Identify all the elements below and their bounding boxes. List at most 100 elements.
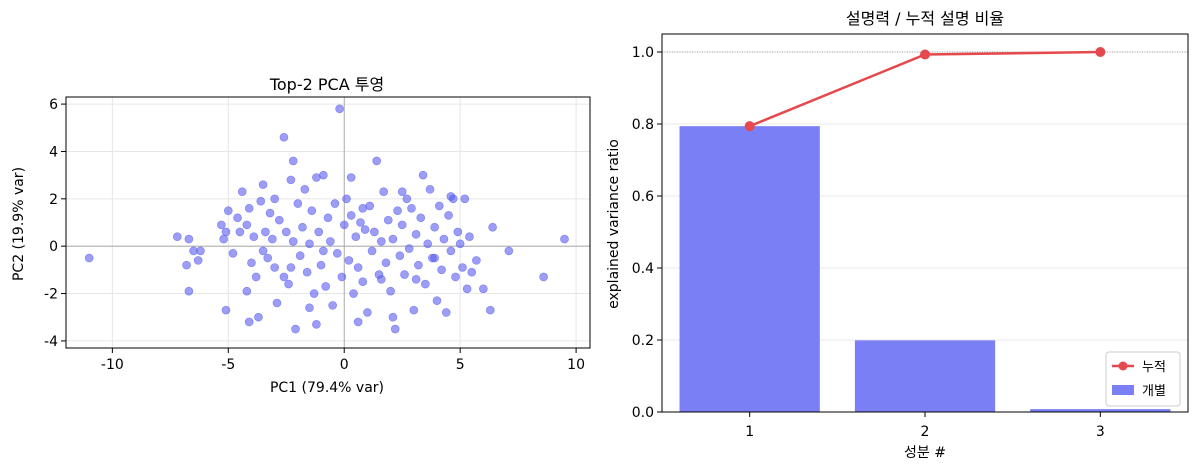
scatter-point [411, 230, 421, 239]
scatter-point [397, 187, 407, 197]
bar-x-axis-label: 성분 # [904, 445, 946, 461]
scatter-point [455, 239, 465, 249]
bar-x-tick-label: 1 [745, 424, 754, 440]
scatter-point [279, 132, 289, 142]
scatter-point [400, 270, 409, 279]
scatter-point [249, 232, 259, 242]
scatter-point [221, 305, 231, 315]
scatter-point [298, 222, 307, 232]
bar-y-tick-label: 0.6 [632, 189, 654, 205]
scatter-point [441, 308, 451, 317]
scatter-point [416, 213, 426, 223]
scatter-point [330, 199, 340, 208]
scatter-point [184, 234, 194, 244]
scatter-point [270, 263, 279, 272]
bar [854, 340, 996, 412]
legend-label-cumulative: 누적 [1142, 360, 1166, 375]
scatter-point [504, 246, 514, 256]
scatter-point [539, 272, 548, 282]
scatter-point [434, 201, 444, 211]
scatter-point [360, 225, 370, 234]
scatter-point [261, 227, 270, 237]
bar-y-tick-label: 0.0 [632, 405, 654, 421]
scatter-point [254, 312, 263, 322]
scatter-point [300, 185, 310, 194]
scatter-point [446, 192, 456, 201]
legend-swatch-individual [1112, 385, 1134, 395]
cumulative-point [744, 121, 755, 132]
scatter-point [224, 206, 233, 215]
scatter-x-axis-label: PC1 (79.4% var) [270, 380, 384, 396]
scatter-point [390, 324, 400, 334]
scatter-points [84, 104, 569, 334]
scatter-grid [66, 97, 590, 348]
scatter-point [316, 260, 326, 270]
bar-y-tick-label: 1.0 [632, 45, 654, 61]
scatter-point [275, 215, 284, 225]
scatter-point [388, 312, 398, 322]
bar-legend: 누적 개별 [1105, 351, 1181, 407]
scatter-point [302, 267, 312, 277]
scatter-point [425, 185, 435, 194]
scatter-point [244, 317, 254, 327]
scatter-point [379, 187, 388, 197]
bar-y-axis-label: explained variance ratio [606, 139, 622, 309]
scatter-point [439, 234, 449, 244]
scatter-point [358, 203, 368, 213]
scatter-point [367, 246, 377, 256]
scatter-point [272, 298, 282, 308]
scatter-point [242, 220, 252, 230]
scatter-point [437, 265, 446, 275]
scatter-x-tick-label: 10 [567, 357, 585, 373]
scatter-point [312, 320, 321, 329]
scatter-point [217, 220, 226, 230]
scatter-point [258, 246, 268, 256]
bar-x-ticks: 1 2 3 [745, 412, 1105, 440]
scatter-point [411, 275, 421, 284]
scatter-point [319, 246, 328, 256]
bar-x-tick-label: 3 [1096, 424, 1105, 440]
pca-scatter-chart: Top-2 PCA 투영 -10 -5 0 5 10 -4 -2 0 2 4 6 PC1 (79.… [11, 75, 591, 396]
scatter-point [196, 246, 205, 256]
scatter-point [235, 227, 245, 237]
scatter-point [184, 286, 194, 296]
scatter-point [328, 301, 337, 310]
scatter-x-ticks: -10 -5 0 5 10 [101, 348, 585, 373]
scatter-point [418, 170, 428, 180]
scatter-point [319, 170, 328, 180]
legend-label-individual: 개별 [1142, 384, 1166, 399]
bar-series [679, 126, 1171, 412]
scatter-origin-lines [66, 97, 590, 348]
scatter-point [430, 253, 439, 263]
scatter-point [295, 251, 305, 260]
scatter-point [337, 272, 347, 282]
bar-title: 설명력 / 누적 설명 비율 [846, 9, 1004, 28]
scatter-x-tick-label: 5 [456, 357, 465, 373]
scatter-x-tick-label: 0 [340, 357, 349, 373]
scatter-point [293, 199, 303, 208]
scatter-point [307, 206, 317, 215]
scatter-point [321, 282, 330, 291]
scatter-point [383, 215, 393, 225]
scatter-point [279, 272, 289, 282]
scatter-point [228, 248, 238, 258]
scatter-point [281, 227, 291, 237]
scatter-point [256, 196, 266, 206]
cumulative-point [1095, 47, 1106, 57]
scatter-point [407, 203, 416, 213]
scatter-point [458, 263, 467, 272]
scatter-point [388, 234, 398, 244]
scatter-point [472, 256, 481, 265]
scatter-point [265, 208, 275, 218]
scatter-point [353, 263, 363, 272]
scatter-point [172, 232, 182, 242]
scatter-point [346, 211, 356, 220]
scatter-point [414, 260, 423, 270]
scatter-point [453, 227, 463, 237]
scatter-y-tick-label: -4 [44, 334, 58, 350]
scatter-point [423, 239, 432, 249]
explained-variance-chart: 설명력 / 누적 설명 비율 1 2 3 0.0 0.2 0.4 0.6 0.8 1.0 성분… [606, 9, 1189, 461]
scatter-point [377, 237, 386, 246]
scatter-point [446, 246, 456, 256]
